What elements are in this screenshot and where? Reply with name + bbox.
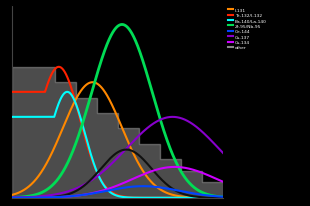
Polygon shape <box>12 68 223 198</box>
Legend: I-131, Te-132/I-132, Ba-140/La-140, Zr-95/Nb-95, Ce-144, Cs-137, Cs-134, other: I-131, Te-132/I-132, Ba-140/La-140, Zr-9… <box>228 8 267 51</box>
